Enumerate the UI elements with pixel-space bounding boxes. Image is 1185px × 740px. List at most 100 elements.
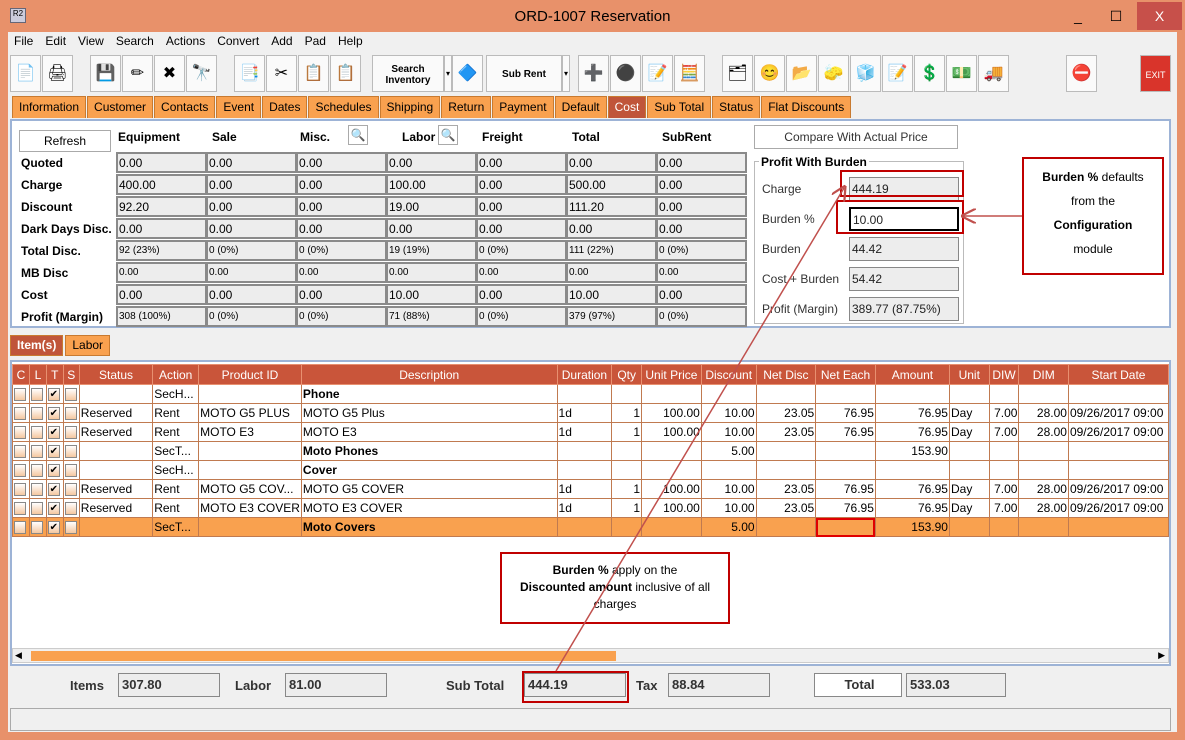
horizontal-scrollbar[interactable]: ◀ ▶ (12, 648, 1169, 663)
checkbox-cell-t[interactable]: ✔ (45, 498, 64, 518)
table-row[interactable]: ✔ SecH... Cover (12, 460, 1169, 480)
col-header-s[interactable]: S (62, 364, 80, 385)
scroll-thumb[interactable] (31, 651, 616, 661)
checkbox-s[interactable] (64, 388, 77, 402)
delete-button[interactable]: ✖ (154, 55, 185, 92)
checkbox-cell-l[interactable] (28, 441, 47, 461)
sub-rent-dropdown[interactable]: ▾ (562, 55, 570, 92)
checkbox-s[interactable] (64, 407, 77, 421)
col-header-diw[interactable]: DIW (988, 364, 1020, 385)
checkbox-cell-t[interactable]: ✔ (45, 441, 64, 461)
money-doc-button[interactable]: 💵 (946, 55, 977, 92)
checkbox-cell-l[interactable] (28, 422, 47, 442)
tab-cost[interactable]: Cost (607, 96, 647, 118)
checkbox-cell-t[interactable]: ✔ (45, 517, 64, 537)
checkbox-t[interactable]: ✔ (47, 407, 60, 421)
checkbox-t[interactable]: ✔ (47, 445, 60, 459)
checkbox-cell-s[interactable] (62, 441, 80, 461)
menu-view[interactable]: View (78, 34, 104, 48)
print-button[interactable]: 🖨 (42, 55, 73, 92)
checkbox-cell-c[interactable] (12, 441, 30, 461)
refresh-button[interactable]: Refresh (19, 130, 111, 152)
checkbox-t[interactable]: ✔ (47, 426, 60, 440)
tab-flat-discounts[interactable]: Flat Discounts (761, 96, 852, 118)
checkbox-cell-l[interactable] (28, 384, 47, 404)
shapes-button[interactable]: 🔷 (452, 55, 483, 92)
export-button[interactable]: 📑 (234, 55, 265, 92)
minimize-button[interactable]: _ (1074, 8, 1082, 24)
tab-dates[interactable]: Dates (262, 96, 308, 118)
checkbox-cell-l[interactable] (28, 460, 47, 480)
checkbox-s[interactable] (64, 483, 77, 497)
cubes-button[interactable]: 🧊 (850, 55, 881, 92)
checkbox-cell-l[interactable] (28, 498, 47, 518)
checkbox-l[interactable] (30, 464, 43, 478)
col-header-t[interactable]: T (45, 364, 64, 385)
checkbox-cell-t[interactable]: ✔ (45, 460, 64, 480)
checkbox-t[interactable]: ✔ (47, 483, 60, 497)
col-header-net-each[interactable]: Net Each (815, 364, 876, 385)
checkbox-cell-t[interactable]: ✔ (45, 479, 64, 499)
checkbox-l[interactable] (30, 521, 43, 535)
sub-rent-button[interactable]: Sub Rent (486, 55, 562, 92)
new-button[interactable]: 📄 (10, 55, 41, 92)
checkbox-t[interactable]: ✔ (47, 388, 60, 402)
table-row[interactable]: ✔ Reserved Rent MOTO G5 PLUS MOTO G5 Plus 1d 1… (12, 403, 1169, 423)
misc-search-icon[interactable]: 🔍 (348, 125, 368, 145)
col-header-duration[interactable]: Duration (556, 364, 613, 385)
col-header-unit-price[interactable]: Unit Price (641, 364, 702, 385)
maximize-button[interactable]: ☐ (1109, 8, 1123, 24)
menu-file[interactable]: File (14, 34, 34, 48)
checkbox-l[interactable] (30, 445, 43, 459)
tab-return[interactable]: Return (441, 96, 492, 118)
tab-customer[interactable]: Customer (87, 96, 154, 118)
save-button[interactable]: 💾 (90, 55, 121, 92)
cut-button[interactable]: ✂ (266, 55, 297, 92)
table-row[interactable]: ✔ SecH... Phone (12, 384, 1169, 404)
money-forward-button[interactable]: 💲 (914, 55, 945, 92)
hierarchy-button[interactable]: 🗂 (722, 55, 753, 92)
col-header-amount[interactable]: Amount (874, 364, 950, 385)
paste-button[interactable]: 📋 (330, 55, 361, 92)
checkbox-cell-t[interactable]: ✔ (45, 384, 64, 404)
table-row[interactable]: ✔ SecT... Moto Phones 5.00 153.90 (12, 441, 1169, 461)
checkbox-cell-c[interactable] (12, 384, 30, 404)
col-header-net-disc[interactable]: Net Disc (755, 364, 817, 385)
checkbox-cell-c[interactable] (12, 460, 30, 480)
col-header-start-date[interactable]: Start Date (1067, 364, 1169, 385)
checkbox-cell-l[interactable] (28, 517, 47, 537)
checkbox-cell-s[interactable] (62, 422, 80, 442)
tab-labor[interactable]: Labor (65, 335, 111, 356)
add-button[interactable]: ➕ (578, 55, 609, 92)
menu-edit[interactable]: Edit (45, 34, 67, 48)
checkbox-c[interactable] (14, 445, 26, 459)
tab-default[interactable]: Default (554, 96, 607, 118)
menu-actions[interactable]: Actions (165, 34, 206, 48)
checkbox-l[interactable] (30, 426, 43, 440)
table-row[interactable]: ✔ Reserved Rent MOTO E3 COVER MOTO E3 COVER 1… (12, 498, 1169, 518)
checkbox-cell-s[interactable] (62, 498, 80, 518)
scroll-left-icon[interactable]: ◀ (15, 650, 22, 660)
checkbox-c[interactable] (14, 502, 26, 516)
exit-button[interactable]: EXIT (1140, 55, 1171, 92)
compare-actual-price-button[interactable]: Compare With Actual Price (754, 125, 958, 149)
checkbox-l[interactable] (30, 388, 43, 402)
checkbox-c[interactable] (14, 464, 26, 478)
find-button[interactable]: 🔭 (186, 55, 217, 92)
col-header-c[interactable]: C (12, 364, 30, 385)
checkbox-cell-l[interactable] (28, 403, 47, 423)
checkbox-c[interactable] (14, 483, 26, 497)
col-header-description[interactable]: Description (300, 364, 558, 385)
folder-clock-button[interactable]: 📂 (786, 55, 817, 92)
checkbox-cell-s[interactable] (62, 403, 80, 423)
checkbox-s[interactable] (64, 502, 77, 516)
col-header-l[interactable]: L (28, 364, 47, 385)
tab-shipping[interactable]: Shipping (379, 96, 441, 118)
edit-button[interactable]: ✏ (122, 55, 153, 92)
burden-pct-input[interactable]: 10.00 (849, 207, 959, 231)
tab-items[interactable]: Item(s) (10, 335, 64, 356)
checkbox-cell-t[interactable]: ✔ (45, 422, 64, 442)
scroll-right-icon[interactable]: ▶ (1158, 650, 1165, 660)
table-row[interactable]: ✔ SecT... Moto Covers 5.00 153.90 (12, 517, 1169, 537)
checkbox-cell-s[interactable] (62, 384, 80, 404)
